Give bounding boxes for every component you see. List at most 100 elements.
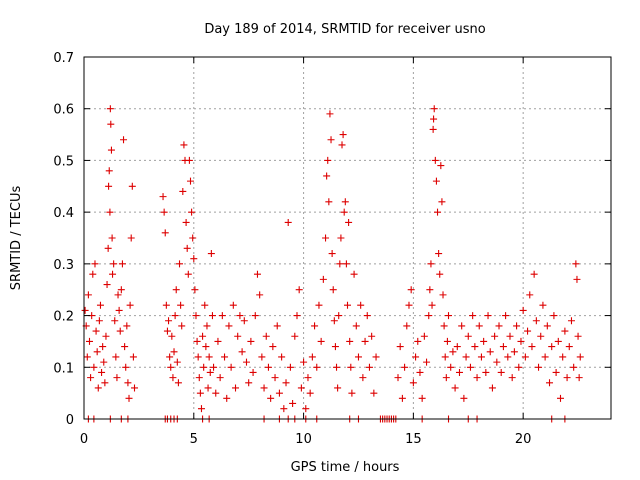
data-point — [212, 389, 220, 397]
data-point — [336, 260, 344, 268]
data-point — [162, 301, 170, 309]
data-point — [256, 291, 264, 299]
data-point — [194, 353, 202, 361]
data-point — [488, 384, 496, 392]
data-point — [190, 255, 198, 263]
data-point — [352, 322, 360, 330]
data-point — [196, 389, 204, 397]
y-axis-label: SRMTID / TECUs — [9, 186, 24, 291]
data-point — [245, 379, 253, 387]
data-point — [337, 234, 345, 242]
data-point — [114, 291, 122, 299]
data-point — [466, 363, 474, 371]
data-point — [515, 363, 523, 371]
data-point — [428, 301, 436, 309]
data-point — [341, 198, 349, 206]
x-tick-label: 20 — [515, 432, 532, 447]
data-point — [340, 208, 348, 216]
data-point — [327, 136, 335, 144]
data-point — [339, 131, 347, 139]
data-point — [193, 337, 201, 345]
data-point — [458, 322, 466, 330]
data-point — [178, 322, 186, 330]
data-point — [188, 208, 196, 216]
data-point — [407, 286, 415, 294]
data-point — [543, 322, 551, 330]
data-point — [313, 363, 321, 371]
data-point — [111, 317, 119, 325]
data-point — [491, 332, 499, 340]
data-point — [434, 208, 442, 216]
plot-frame — [83, 56, 612, 420]
data-point — [317, 337, 325, 345]
data-point — [110, 260, 118, 268]
data-point — [260, 384, 268, 392]
y-tick-label: 0.7 — [53, 51, 74, 66]
data-point — [206, 368, 214, 376]
data-point — [438, 198, 446, 206]
data-point — [425, 312, 433, 320]
data-point — [565, 343, 573, 351]
data-point — [370, 389, 378, 397]
data-point — [271, 374, 279, 382]
data-point — [116, 327, 124, 335]
data-point — [328, 250, 336, 258]
data-point — [550, 312, 558, 320]
data-point — [480, 337, 488, 345]
data-point — [475, 322, 483, 330]
data-point — [345, 218, 353, 226]
data-point — [418, 394, 426, 402]
data-point — [106, 105, 114, 113]
data-point — [460, 394, 468, 402]
data-point — [322, 234, 330, 242]
data-point — [90, 363, 98, 371]
y-tick-label: 0.1 — [53, 361, 74, 376]
data-point — [398, 394, 406, 402]
data-point — [264, 363, 272, 371]
data-point — [519, 306, 527, 314]
data-point — [440, 322, 448, 330]
data-point — [247, 337, 255, 345]
data-point — [528, 343, 536, 351]
data-point — [122, 363, 130, 371]
data-point — [94, 384, 102, 392]
data-point — [169, 374, 177, 382]
data-point — [372, 353, 380, 361]
data-point — [81, 306, 89, 314]
data-point — [221, 353, 229, 361]
data-point — [409, 379, 417, 387]
data-point — [559, 353, 567, 361]
y-tick-label: 0.6 — [53, 103, 74, 118]
data-point — [191, 286, 199, 294]
data-point — [471, 343, 479, 351]
data-point — [89, 270, 97, 278]
data-point — [232, 384, 240, 392]
data-point — [432, 177, 440, 185]
data-point — [315, 301, 323, 309]
data-point — [278, 353, 286, 361]
chart-title: Day 189 of 2014, SRMTID for receiver usn… — [204, 22, 485, 37]
data-point — [484, 312, 492, 320]
data-point — [93, 348, 101, 356]
data-point — [323, 172, 331, 180]
y-tick-label: 0.5 — [53, 154, 74, 169]
data-point — [442, 374, 450, 382]
data-point — [546, 379, 554, 387]
data-point — [348, 389, 356, 397]
data-point — [552, 368, 560, 376]
data-point — [166, 353, 174, 361]
data-point — [107, 120, 115, 128]
data-point — [502, 312, 510, 320]
data-point — [173, 358, 181, 366]
data-point — [229, 301, 237, 309]
data-point — [414, 337, 422, 345]
data-point — [118, 260, 126, 268]
data-point — [430, 105, 438, 113]
data-point — [170, 348, 178, 356]
data-point — [401, 363, 409, 371]
data-point — [180, 141, 188, 149]
data-point — [185, 156, 193, 164]
data-point — [453, 343, 461, 351]
data-point — [365, 363, 373, 371]
data-point — [430, 115, 438, 123]
